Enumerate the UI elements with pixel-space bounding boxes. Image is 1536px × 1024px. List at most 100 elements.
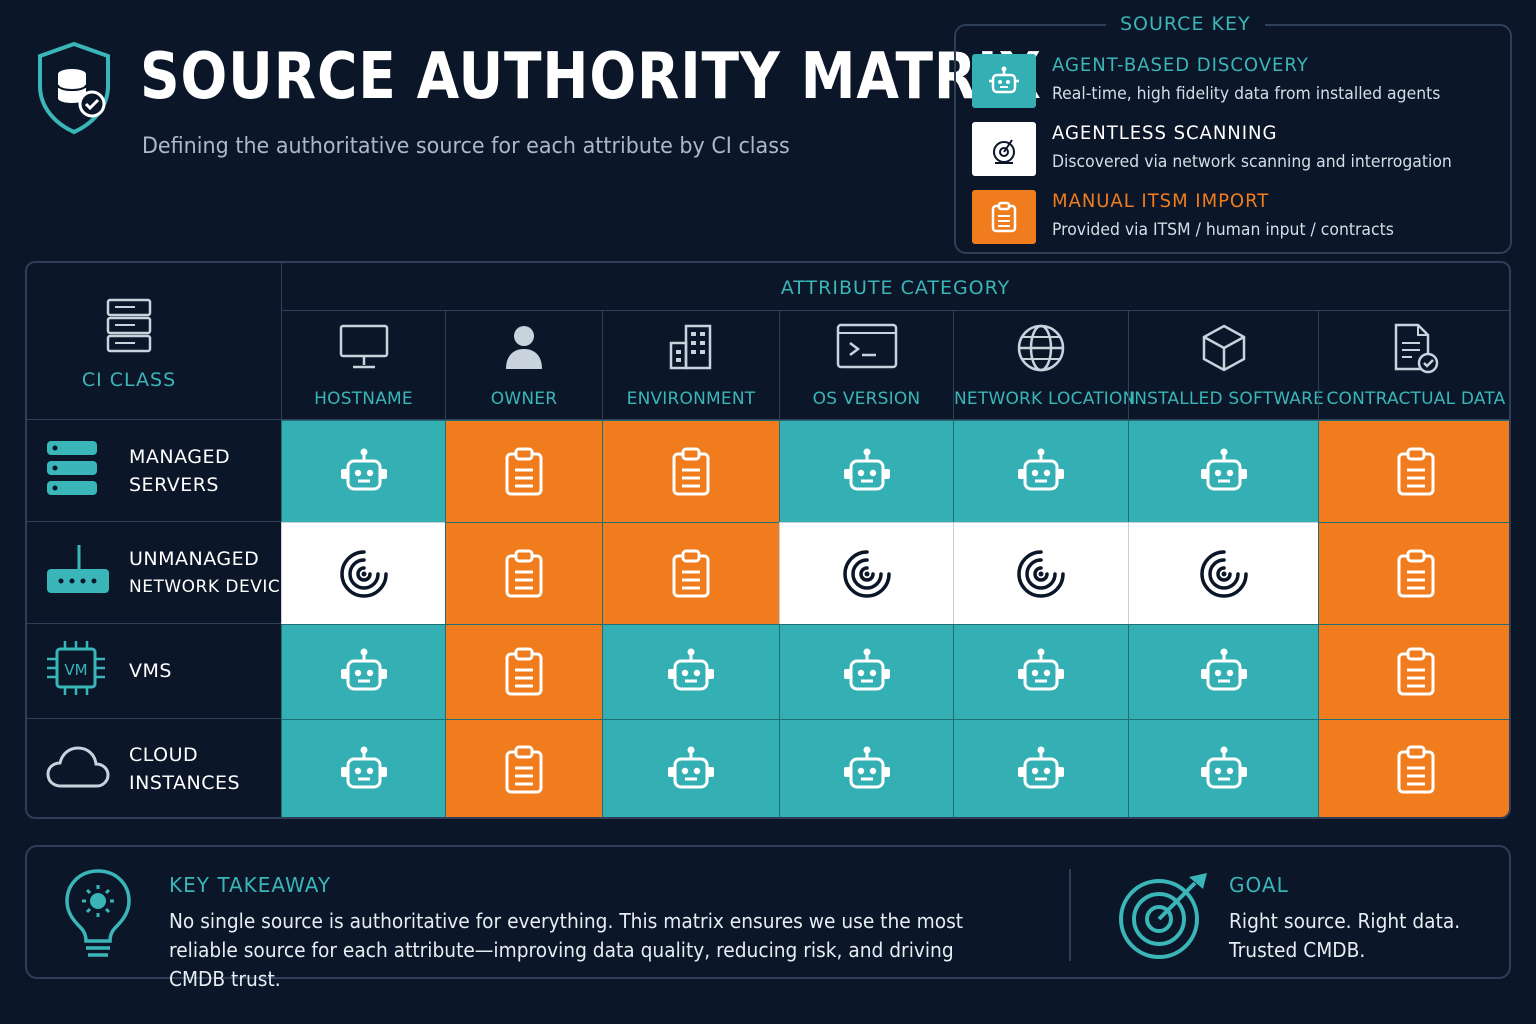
key-name-scan: AGENTLESS SCANNING — [1052, 122, 1278, 144]
column-header-network-location: NETWORK LOCATION — [953, 311, 1136, 420]
source-key-title: SOURCE KEY — [1106, 13, 1265, 35]
clipboard-icon — [670, 446, 712, 498]
row-header-cloud-instances: CLOUD INSTANCES — [27, 719, 281, 817]
robot-icon — [338, 447, 390, 497]
matrix-cell-agent — [281, 719, 445, 817]
key-item-manual: MANUAL ITSM IMPORT Provided via ITSM / h… — [972, 190, 1502, 246]
takeaway-title: KEY TAKEAWAY — [169, 873, 332, 897]
attribute-category-label: ATTRIBUTE CATEGORY — [281, 263, 1509, 311]
goal-title: GOAL — [1229, 873, 1289, 897]
matrix-cell-manual — [1318, 624, 1509, 719]
building-icon — [603, 323, 779, 371]
robot-icon — [338, 647, 390, 697]
matrix-cell-manual — [1318, 522, 1509, 624]
clipboard-icon — [503, 744, 545, 796]
takeaway-text: No single source is authoritative for ev… — [169, 909, 964, 991]
goal-text: Right source. Right data. Trusted CMDB. — [1229, 907, 1471, 965]
column-label: CONTRACTUAL DATA — [1326, 389, 1506, 409]
matrix-cell-manual — [1318, 420, 1509, 522]
key-desc-agent: Real-time, high fidelity data from insta… — [1052, 84, 1441, 104]
takeaway-panel: KEY TAKEAWAY No single source is authori… — [25, 845, 1511, 991]
column-label: ENVIRONMENT — [626, 389, 756, 409]
clipboard-icon — [1395, 646, 1437, 698]
matrix-cell-agent — [779, 420, 953, 522]
goal-line: Right source. Right data. — [1229, 909, 1461, 933]
robot-icon — [1198, 647, 1250, 697]
column-label: HOSTNAME — [314, 389, 413, 409]
ci-class-header: CI CLASS — [27, 263, 281, 420]
page-title: SOURCE AUTHORITY MATRIX — [140, 40, 1042, 114]
robot-icon — [1015, 745, 1067, 795]
key-desc-manual: Provided via ITSM / human input / contra… — [1052, 220, 1394, 240]
key-item-scan: AGENTLESS SCANNING Discovered via networ… — [972, 122, 1502, 178]
matrix-cell-agent — [1128, 624, 1318, 719]
row-label-line: UNMANAGED — [129, 547, 260, 570]
matrix-cell-agent — [281, 420, 445, 522]
column-header-owner: OWNER — [445, 311, 602, 420]
column-label: OS VERSION — [812, 389, 921, 409]
divider — [1069, 869, 1071, 961]
monitor-icon — [282, 323, 445, 371]
matrix-cell-agent — [1128, 420, 1318, 522]
matrix-cell-agent — [953, 624, 1128, 719]
matrix-cell-manual — [445, 522, 602, 624]
row-label-line: VMS — [129, 660, 172, 682]
row-label-line: MANAGED — [129, 445, 231, 468]
robot-icon — [1198, 447, 1250, 497]
matrix-cell-manual — [1318, 719, 1509, 817]
row-label: UNMANAGED NETWORK DEVICES — [129, 545, 303, 601]
clipboard-icon — [670, 548, 712, 600]
column-header-hostname: HOSTNAME — [281, 311, 445, 420]
row-label: CLOUD INSTANCES — [129, 741, 279, 797]
robot-icon — [665, 745, 717, 795]
shield-database-logo-icon — [34, 40, 114, 136]
robot-icon — [665, 647, 717, 697]
robot-icon — [338, 745, 390, 795]
column-label: INSTALLED SOFTWARE — [1129, 389, 1325, 409]
clipboard-icon — [972, 190, 1036, 244]
ci-class-label: CI CLASS — [81, 369, 177, 391]
radar-icon — [1015, 548, 1067, 600]
robot-icon — [972, 54, 1036, 108]
radar-icon — [841, 548, 893, 600]
cube-icon — [1129, 323, 1318, 373]
radar-icon — [972, 122, 1036, 176]
clipboard-icon — [503, 446, 545, 498]
robot-icon — [841, 745, 893, 795]
matrix-cell-manual — [445, 719, 602, 817]
robot-icon — [1015, 647, 1067, 697]
server-rack-icon — [105, 297, 153, 357]
lightbulb-icon — [61, 865, 135, 967]
key-desc-scan: Discovered via network scanning and inte… — [1052, 152, 1452, 172]
radar-icon — [1198, 548, 1250, 600]
robot-icon — [841, 647, 893, 697]
robot-icon — [1198, 745, 1250, 795]
cloud-icon — [45, 744, 111, 794]
row-label-line: NETWORK DEVICES — [129, 576, 303, 597]
key-name-manual: MANUAL ITSM IMPORT — [1052, 190, 1270, 212]
key-item-agent: AGENT-BASED DISCOVERY Real-time, high fi… — [972, 54, 1502, 110]
source-key-panel: SOURCE KEY AGENT-BASED DISCOVERY Real-ti… — [954, 13, 1512, 254]
row-label-line: SERVERS — [129, 473, 219, 496]
matrix-cell-manual — [445, 420, 602, 522]
target-icon — [1115, 867, 1211, 967]
matrix-cell-manual — [445, 624, 602, 719]
row-label: VMS — [129, 657, 279, 685]
clipboard-icon — [503, 548, 545, 600]
matrix-cell-agent — [953, 420, 1128, 522]
matrix-cell-agent — [602, 719, 779, 817]
globe-icon — [954, 323, 1128, 373]
matrix-cell-agent — [953, 719, 1128, 817]
matrix-cell-manual — [602, 420, 779, 522]
vm-chip-icon: VM — [45, 639, 107, 703]
matrix-cell-agent — [779, 719, 953, 817]
row-label: MANAGED SERVERS — [129, 443, 279, 499]
row-label-line: CLOUD — [129, 743, 199, 766]
svg-text:VM: VM — [64, 661, 87, 679]
document-check-icon — [1319, 323, 1509, 375]
matrix-cell-scan — [1128, 522, 1318, 624]
source-authority-matrix: CI CLASS ATTRIBUTE CATEGORY HOSTNAME OWNE… — [25, 261, 1511, 819]
column-header-os-version: OS VERSION — [779, 311, 953, 420]
column-label: NETWORK LOCATION — [954, 389, 1136, 409]
robot-icon — [841, 447, 893, 497]
